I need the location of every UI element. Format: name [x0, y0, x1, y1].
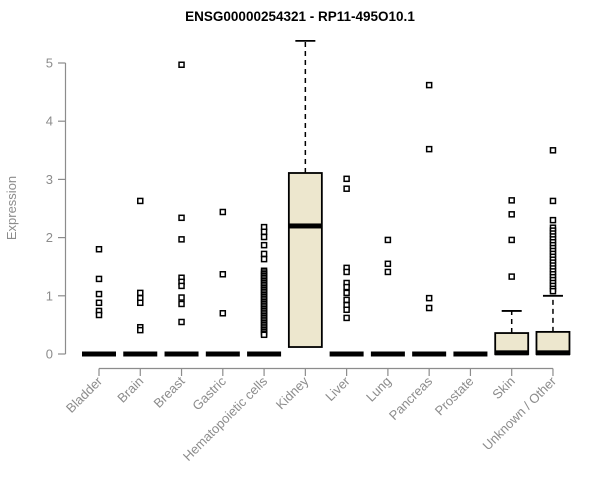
outlier-point — [260, 241, 268, 249]
x-tick-label-liver: Liver — [322, 373, 353, 404]
collapsed-box — [412, 351, 447, 357]
outlier-point — [343, 268, 350, 276]
boxplot-group-breast — [164, 61, 199, 357]
outlier-point — [95, 245, 103, 253]
y-tick-label-2: 2 — [46, 230, 53, 245]
collapsed-box — [453, 351, 488, 357]
outlier-point — [508, 273, 515, 280]
chart-title: ENSG00000254321 - RP11-495O10.1 — [185, 9, 415, 24]
outlier-point — [260, 331, 268, 339]
y-tick-label-4: 4 — [46, 114, 53, 129]
collapsed-box — [164, 351, 199, 357]
x-tick-label-kidney: Kidney — [273, 373, 312, 412]
outlier-point — [343, 175, 350, 183]
outlier-point — [343, 283, 350, 291]
outlier-point — [425, 81, 433, 89]
y-axis-label: Expression — [4, 176, 19, 240]
outlier-point — [137, 299, 144, 307]
boxplot-group-gastric — [205, 208, 240, 357]
collapsed-box — [205, 351, 240, 357]
outlier-point — [425, 294, 433, 302]
outlier-point — [260, 228, 268, 236]
outlier-point — [178, 294, 185, 301]
x-tick-label-lung: Lung — [363, 374, 394, 405]
y-tick-label-3: 3 — [46, 172, 53, 187]
y-tick-label-1: 1 — [46, 288, 53, 303]
box-rect — [287, 172, 323, 348]
outlier-point — [137, 197, 144, 205]
outlier-point — [260, 255, 268, 263]
outlier-point — [219, 310, 227, 317]
boxplot-group-skin — [494, 197, 530, 356]
outlier-point — [219, 271, 227, 278]
boxplot-group-unknown-other — [535, 147, 571, 356]
outlier-point — [260, 233, 268, 241]
boxplot-group-hematopoietic-cells — [247, 223, 282, 357]
outlier-point — [508, 211, 515, 218]
outlier-point — [343, 185, 350, 192]
outlier-point — [343, 296, 350, 304]
x-tick-label-bladder: Bladder — [63, 373, 106, 416]
x-tick-label-gastric: Gastric — [189, 373, 229, 413]
median-line — [288, 223, 323, 229]
y-tick-label-5: 5 — [46, 56, 53, 71]
outlier-point — [178, 282, 185, 290]
outlier-point — [137, 326, 144, 334]
collapsed-box — [123, 351, 158, 357]
boxplot-group-brain — [123, 197, 158, 357]
outlier-point — [219, 208, 227, 216]
outlier-point — [549, 216, 557, 224]
y-tick-label-0: 0 — [46, 347, 53, 362]
outlier-point — [178, 318, 185, 326]
outlier-point — [508, 197, 515, 204]
median-line — [535, 350, 570, 356]
outlier-point — [95, 311, 103, 319]
outlier-point — [384, 260, 392, 268]
x-tick-label-prostate: Prostate — [432, 374, 477, 419]
outlier-point — [95, 290, 103, 298]
outlier-point — [549, 287, 557, 295]
outlier-point — [137, 289, 144, 297]
outlier-point — [549, 147, 557, 154]
x-tick-label-unknown-other: Unknown / Other — [480, 373, 560, 453]
outlier-point — [95, 275, 103, 283]
x-tick-label-pancreas: Pancreas — [386, 373, 436, 423]
outlier-point — [549, 197, 557, 205]
x-tick-label-skin: Skin — [489, 374, 517, 402]
outlier-point — [178, 61, 185, 68]
outlier-point — [178, 300, 185, 308]
outlier-point — [343, 306, 350, 314]
x-tick-label-brain: Brain — [114, 374, 146, 406]
boxplot-group-lung — [370, 236, 405, 357]
outlier-point — [425, 145, 433, 153]
outlier-point — [384, 236, 392, 244]
boxplot-group-liver — [329, 175, 364, 357]
x-tick-label-breast: Breast — [150, 373, 187, 410]
outlier-point — [178, 214, 185, 222]
boxplot-group-prostate — [453, 351, 488, 357]
outlier-point — [508, 236, 515, 244]
outlier-point — [343, 314, 350, 322]
outlier-point — [95, 299, 103, 307]
outlier-point — [178, 236, 185, 243]
outlier-point — [384, 268, 392, 276]
boxplot-group-pancreas — [412, 81, 447, 357]
collapsed-box — [370, 351, 405, 357]
collapsed-box — [82, 351, 116, 357]
collapsed-box — [329, 351, 364, 357]
outlier-point — [425, 304, 433, 312]
boxplot-group-bladder — [82, 245, 116, 357]
median-line — [494, 350, 529, 356]
outlier-point — [343, 289, 350, 297]
outlier-point — [260, 250, 268, 258]
boxplot-group-kidney — [287, 39, 323, 348]
collapsed-box — [247, 351, 282, 357]
